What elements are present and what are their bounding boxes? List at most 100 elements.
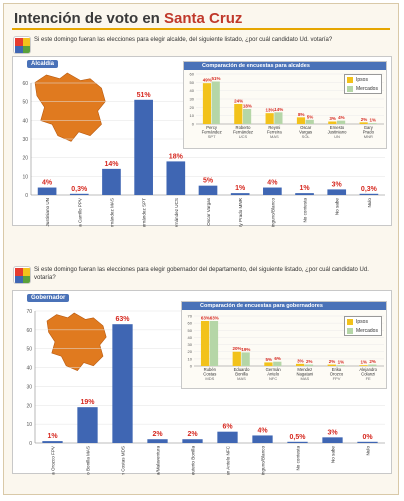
data-label: 20%: [233, 346, 242, 351]
alcaldes-comparison-inset: Comparación de encuestas para alcaldes 0…: [183, 61, 387, 149]
x-tick-label: Ferreira: [267, 130, 282, 135]
data-label: 3%: [327, 429, 338, 436]
data-label: 14%: [274, 107, 283, 112]
alcaldes-legend: Ipsos Mercados: [344, 74, 382, 94]
data-label: 2%: [152, 431, 163, 438]
bar-mercados: [336, 365, 345, 366]
page-title: Intención de voto en Santa Cruz: [14, 10, 242, 27]
x-tick-label: Nagatani: [296, 372, 313, 377]
y-tick-label: 50: [22, 100, 28, 106]
legend-swatch-ipsos: [347, 318, 353, 325]
x-tick-label: Ninguno/Blanco: [270, 198, 275, 227]
bar-ipsos: [359, 365, 368, 366]
y-tick-label: 70: [188, 314, 193, 319]
y-tick-label: 60: [22, 81, 28, 87]
bar: [182, 439, 203, 443]
x-tick-label: Ninguno/Blanco: [261, 446, 266, 475]
bar-mercados: [304, 364, 314, 366]
bar-ipsos: [296, 117, 306, 124]
x-tick-label: Erika Orozco FPV: [51, 445, 56, 475]
legend-label-mercados: Mercados: [356, 85, 378, 92]
x-tick-label: Eleuterio Bonilla: [191, 446, 196, 475]
y-tick-label: 10: [190, 113, 195, 118]
gobernadores-comparison-inset: Comparación de encuestas para gobernador…: [181, 301, 387, 389]
legend-item-mercados: Mercados: [345, 326, 381, 335]
x-tick-label: Percy Fernández SPT: [142, 198, 147, 227]
party-label: UCS: [239, 134, 248, 139]
data-label: 1%: [360, 360, 367, 365]
data-label: 2%: [187, 431, 198, 438]
bar-mercados: [241, 352, 250, 366]
data-label: 18%: [169, 153, 184, 160]
x-tick-label: Gary: [364, 125, 374, 130]
legend-item-ipsos: Ipsos: [345, 75, 381, 84]
legend-swatch-mercados: [347, 85, 353, 92]
y-tick-label: 10: [26, 422, 32, 428]
data-label: 13%: [265, 108, 274, 113]
legend-label-mercados: Mercados: [356, 327, 378, 334]
data-label: 5%: [265, 357, 272, 362]
data-label: 0,3%: [71, 186, 88, 193]
bar-mercados: [211, 81, 220, 124]
poll-logo-icon: [13, 266, 31, 284]
data-label: 51%: [137, 92, 152, 99]
y-tick-label: 50: [188, 328, 193, 333]
x-tick-label: Prado: [363, 130, 375, 135]
legend-item-mercados: Mercados: [345, 84, 381, 93]
party-label: SPT: [208, 134, 216, 139]
data-label: 2%: [361, 117, 368, 122]
data-label: 51%: [212, 76, 221, 81]
bar-mercados: [243, 109, 252, 124]
x-tick-label: Reymi: [268, 125, 280, 130]
bar: [322, 437, 343, 443]
legend-swatch-mercados: [347, 327, 353, 334]
bar-ipsos: [328, 121, 337, 124]
bar-ipsos: [295, 363, 305, 366]
bar: [147, 439, 168, 443]
question-alcaldia: Si este domingo fueran las elecciones pa…: [34, 37, 333, 43]
x-tick-label: Nulo: [366, 446, 371, 456]
y-tick-label: 30: [22, 137, 28, 143]
x-tick-label: Orozco: [330, 372, 344, 377]
gobernador-panel: 0 10 20 30 40 50 60 70 1% Erika Orozco FPV 19% Edua…: [12, 290, 392, 494]
x-tick-label: Eduardo: [234, 367, 251, 372]
bar: [112, 324, 133, 443]
bar-mercados: [274, 112, 283, 124]
bar-ipsos: [265, 113, 274, 124]
bar: [69, 193, 89, 195]
data-label: 0%: [362, 434, 373, 441]
x-tick-label: Vargas: [299, 130, 312, 135]
bar: [357, 441, 378, 443]
x-tick-label: Ernesto: [330, 125, 345, 130]
y-tick-label: 60: [190, 72, 195, 77]
x-tick-label: Justiniano: [328, 130, 348, 135]
bar-ipsos: [264, 362, 273, 366]
y-tick-label: 40: [26, 366, 32, 372]
party-label: MAS: [300, 376, 309, 381]
party-label: FPV: [333, 376, 341, 381]
x-tick-label: Nulo: [367, 198, 372, 208]
y-tick-label: 30: [190, 97, 195, 102]
bar-mercados: [305, 119, 314, 124]
data-label: 2%: [306, 359, 313, 364]
y-tick-label: 60: [188, 321, 193, 326]
y-tick-label: 70: [26, 309, 32, 315]
bar: [287, 441, 308, 443]
poll-logo-icon: [13, 36, 31, 54]
data-label: 1%: [47, 433, 58, 440]
gobernadores-comparison-title: Comparación de encuestas para gobernador…: [182, 302, 386, 310]
data-label: 14%: [104, 161, 119, 168]
y-tick-label: 40: [188, 335, 193, 340]
bar-ipsos: [202, 83, 212, 124]
gobernador-chart: 0 10 20 30 40 50 60 70 1% Erika Orozco FPV 19% Edua…: [26, 309, 385, 494]
bar-mercados: [337, 120, 346, 124]
alcaldia-panel: 0 10 20 30 40 50 60 4% Ernesto Justiniano UN 0,3%…: [12, 56, 392, 249]
y-tick-label: 0: [190, 364, 193, 369]
bar-ipsos: [359, 122, 368, 124]
y-tick-label: 60: [26, 328, 32, 334]
bar-mercados: [273, 361, 282, 366]
department-map-icon: [34, 72, 106, 142]
bar: [263, 187, 282, 195]
x-tick-label: German Antelo NFC: [226, 445, 231, 475]
x-tick-label: Alejandro: [359, 367, 377, 372]
